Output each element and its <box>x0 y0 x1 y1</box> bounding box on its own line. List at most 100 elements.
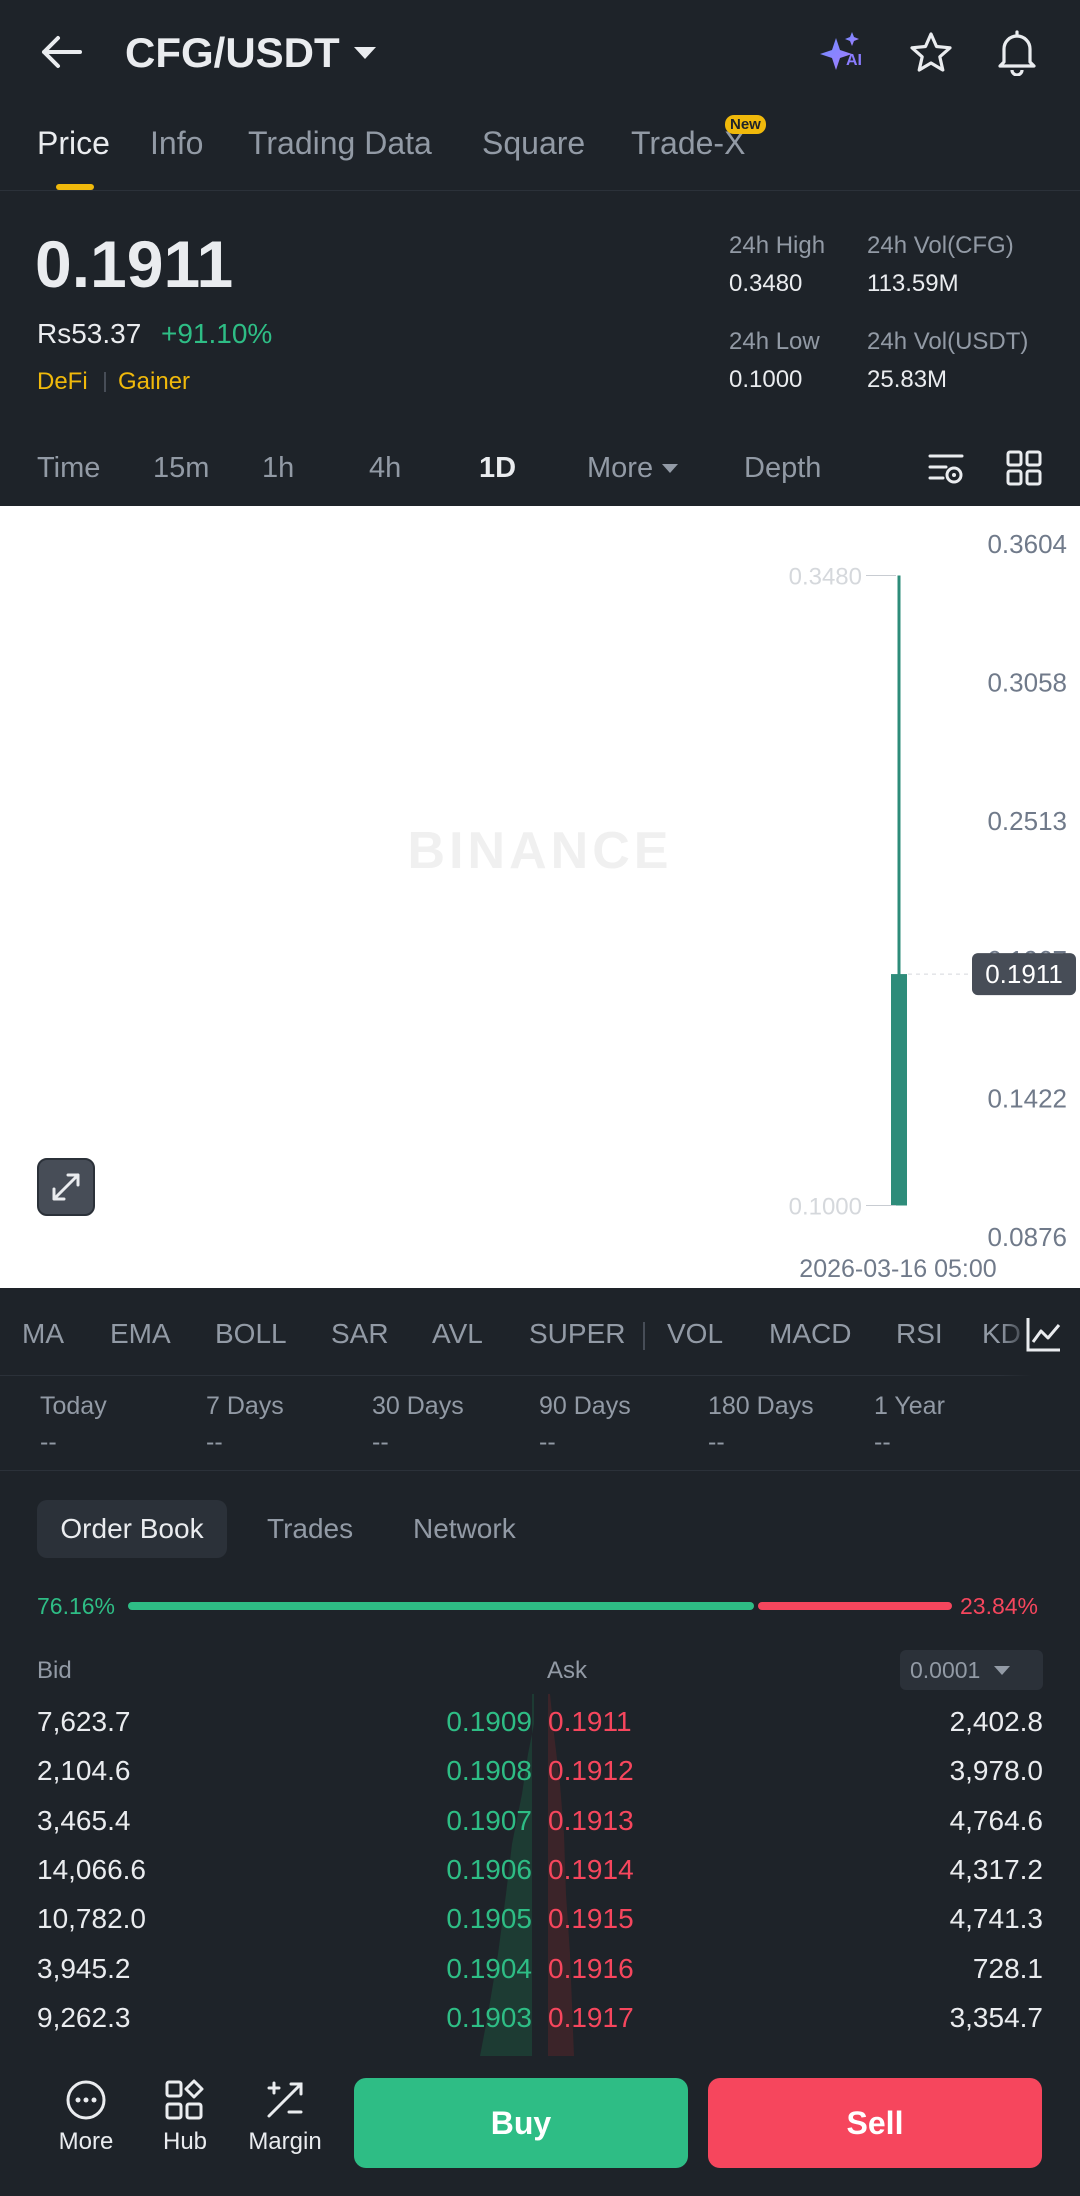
ai-sparkle-icon[interactable]: AI <box>818 30 868 76</box>
new-badge: New <box>725 115 766 134</box>
tab-square[interactable]: Square <box>482 125 586 161</box>
ask-quantity: 728.1 <box>972 1952 1043 1984</box>
ratio-bar-bid <box>128 1602 754 1610</box>
bell-icon[interactable] <box>994 28 1040 76</box>
orderbook-row[interactable]: 7,623.7 0.1909 0.1911 2,402.8 <box>0 1700 1080 1749</box>
back-arrow-icon[interactable] <box>38 32 86 72</box>
tag-gainer[interactable]: Gainer <box>118 368 191 395</box>
tab-order-book[interactable]: Order Book <box>37 1500 227 1558</box>
x-date-label: 2026-03-16 05:00 <box>799 1255 996 1283</box>
section-divider <box>0 1470 1080 1471</box>
ratio-bar-ask <box>757 1602 952 1610</box>
bid-ratio: 76.16% <box>37 1593 116 1619</box>
pair-selector[interactable]: CFG/USDT <box>125 28 376 78</box>
tab-trading-data[interactable]: Trading Data <box>248 125 432 161</box>
active-tab-indicator <box>56 184 94 190</box>
low-marker-label: 0.1000 <box>789 1194 862 1221</box>
buy-button[interactable]: Buy <box>354 2078 688 2168</box>
timeframe-15m[interactable]: 15m <box>153 452 210 484</box>
tab-order-book-label: Order Book <box>60 1513 204 1544</box>
sell-button[interactable]: Sell <box>708 2078 1042 2168</box>
precision-select[interactable]: 0.0001 <box>900 1650 1043 1690</box>
margin-icon <box>267 2081 303 2118</box>
ask-ratio: 23.84% <box>960 1593 1039 1619</box>
timeframe-depth[interactable]: Depth <box>744 452 822 484</box>
period-30d-value: -- <box>372 1428 389 1456</box>
bid-price: 0.1903 <box>446 2001 532 2033</box>
indicator-vol[interactable]: VOL <box>667 1318 724 1349</box>
timeframe-more-label: More <box>587 452 654 484</box>
orderbook-row[interactable]: 2,104.6 0.1908 0.1912 3,978.0 <box>0 1749 1080 1798</box>
indicator-super[interactable]: SUPER <box>529 1318 626 1349</box>
ask-price: 0.1911 <box>548 1706 632 1737</box>
orderbook-row[interactable]: 14,066.6 0.1906 0.1914 4,317.2 <box>0 1848 1080 1897</box>
timeframe-4h[interactable]: 4h <box>369 452 402 484</box>
ask-quantity: 3,978.0 <box>949 1755 1043 1787</box>
expand-button[interactable] <box>37 1158 95 1216</box>
indicator-ma[interactable]: MA <box>22 1318 64 1349</box>
ask-price: 0.1916 <box>548 1952 634 1984</box>
indicator-bar: MA EMA BOLL SAR AVL SUPER VOL MACD RSI K… <box>0 1288 1080 1376</box>
expand-icon <box>52 1173 80 1201</box>
price-change: +91.10% <box>161 318 273 349</box>
timeframe-1h[interactable]: 1h <box>262 452 295 484</box>
current-price-label: 0.1911 <box>985 959 1063 989</box>
ask-header: Ask <box>547 1657 588 1684</box>
orderbook-row[interactable]: 10,782.0 0.1905 0.1915 4,741.3 <box>0 1897 1080 1946</box>
indicator-boll[interactable]: BOLL <box>215 1318 287 1349</box>
more-label: More <box>58 2128 114 2155</box>
tag-defi[interactable]: DeFi <box>37 368 88 395</box>
tag-divider <box>104 372 106 392</box>
price-chart[interactable]: BINANCE0.36040.30580.25130.19670.14220.0… <box>0 506 1080 1288</box>
y-tick-label: 0.0876 <box>987 1222 1067 1252</box>
tab-trades[interactable]: Trades <box>267 1513 354 1544</box>
star-icon[interactable] <box>908 30 954 76</box>
stat-24h-low-label: 24h Low <box>729 328 820 355</box>
timeframe-1d[interactable]: 1D <box>479 452 517 484</box>
period-7d-value: -- <box>206 1428 223 1456</box>
stat-24h-high: 0.3480 <box>729 270 803 297</box>
tab-info[interactable]: Info <box>150 125 204 161</box>
orderbook-row[interactable]: 3,945.2 0.1904 0.1916 728.1 <box>0 1947 1080 1996</box>
indicator-ema[interactable]: EMA <box>110 1318 171 1349</box>
period-today-label: Today <box>40 1392 107 1420</box>
stat-24h-low: 0.1000 <box>729 366 803 393</box>
bid-quantity: 14,066.6 <box>37 1853 146 1885</box>
indicator-divider <box>643 1322 645 1350</box>
caret-down-icon <box>994 1665 1011 1675</box>
period-today-value: -- <box>40 1428 57 1456</box>
bid-price: 0.1905 <box>446 1903 532 1935</box>
more-dots-icon <box>66 2080 106 2120</box>
precision-value: 0.0001 <box>910 1656 981 1683</box>
tab-network[interactable]: Network <box>413 1513 516 1544</box>
buy-label: Buy <box>490 2104 552 2141</box>
margin-button[interactable]: Margin <box>240 2078 330 2168</box>
pair-title: CFG/USDT <box>125 29 340 76</box>
bid-price: 0.1909 <box>446 1706 532 1737</box>
indicator-sar[interactable]: SAR <box>331 1318 389 1349</box>
bid-price: 0.1907 <box>446 1804 532 1836</box>
tab-price[interactable]: Price <box>37 125 110 161</box>
timeframe-more[interactable]: More <box>587 452 679 485</box>
layout-grid-icon[interactable] <box>1004 448 1044 488</box>
ask-quantity: 2,402.8 <box>949 1706 1043 1737</box>
candle-body <box>891 974 907 1206</box>
more-button[interactable]: More <box>46 2078 126 2168</box>
y-tick-label: 0.3058 <box>987 668 1067 698</box>
depth-shading <box>440 1694 640 2056</box>
watermark: BINANCE <box>408 822 673 880</box>
period-90d-value: -- <box>539 1428 556 1456</box>
ratio-bar <box>128 1602 952 1610</box>
indicator-chart-icon[interactable] <box>1024 1314 1064 1354</box>
orderbook-row[interactable]: 9,262.3 0.1903 0.1917 3,354.7 <box>0 1996 1080 2045</box>
indicator-avl[interactable]: AVL <box>432 1318 483 1349</box>
chart-settings-icon[interactable] <box>926 448 966 488</box>
hub-label: Hub <box>162 2128 208 2155</box>
chart-canvas: BINANCE0.36040.30580.25130.19670.14220.0… <box>408 529 1076 1283</box>
timeframe-time[interactable]: Time <box>37 452 101 484</box>
indicator-rsi[interactable]: RSI <box>896 1318 943 1349</box>
hub-button[interactable]: Hub <box>145 2078 225 2168</box>
indicator-macd[interactable]: MACD <box>769 1318 852 1349</box>
period-1y-value: -- <box>874 1428 891 1456</box>
orderbook-row[interactable]: 3,465.4 0.1907 0.1913 4,764.6 <box>0 1799 1080 1848</box>
